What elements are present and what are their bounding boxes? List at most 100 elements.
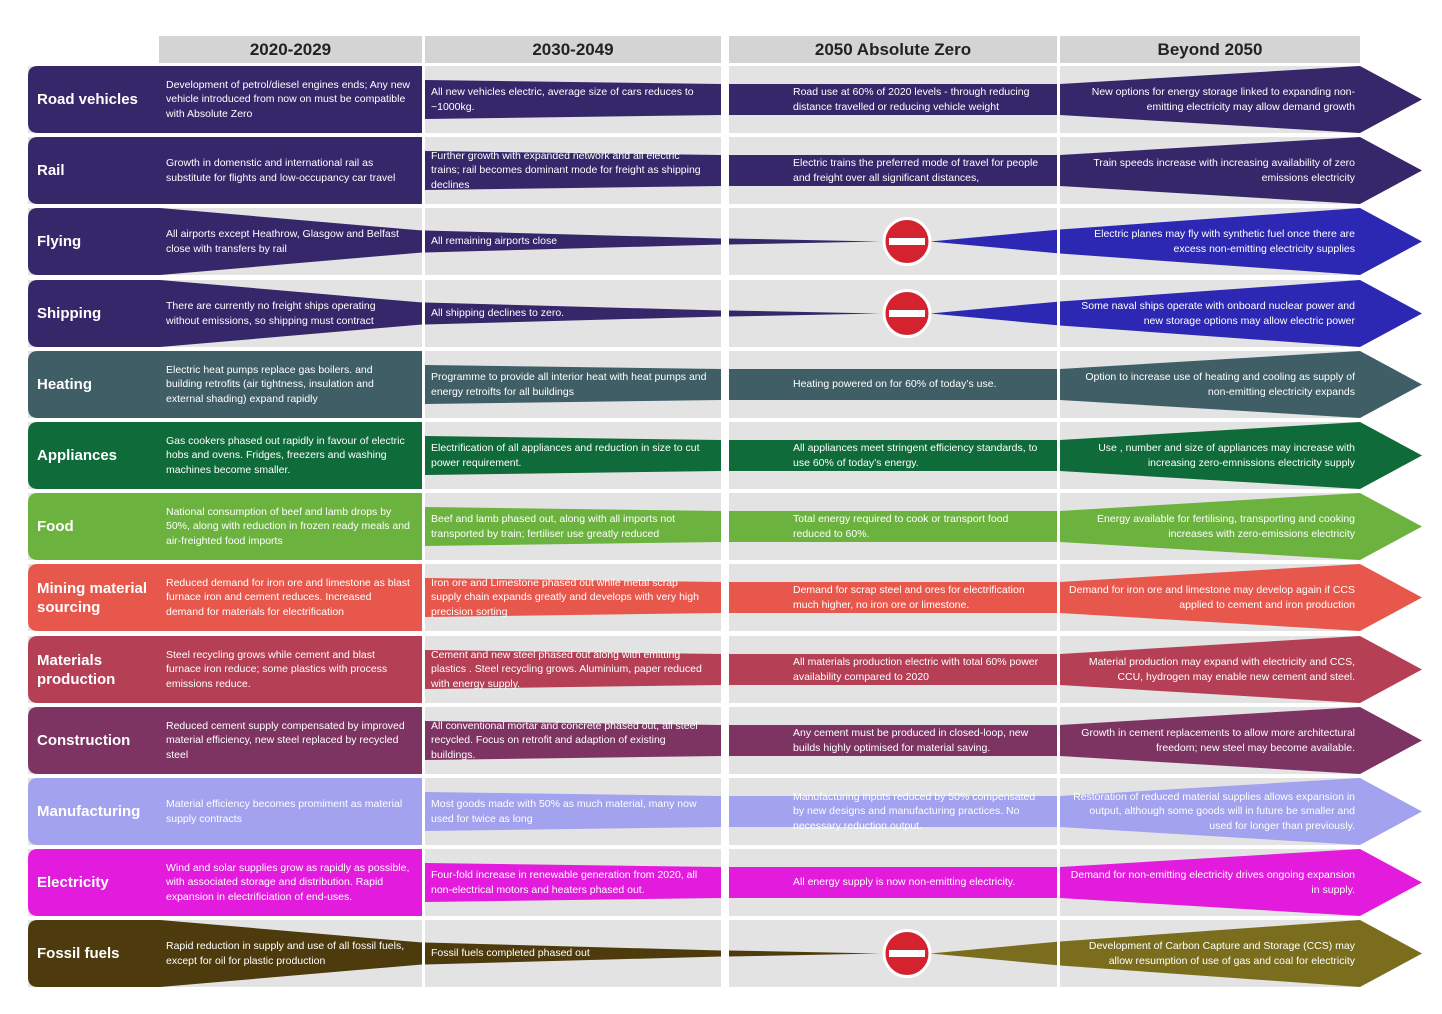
cell-beyond-2050: Use , number and size of appliances may … <box>1068 422 1355 489</box>
cell-2020-2029: Growth in domenstic and international ra… <box>166 137 411 204</box>
cell-text: National consumption of beef and lamb dr… <box>166 505 410 547</box>
cell-text: Demand for non-emitting electricity driv… <box>1070 869 1355 896</box>
row-bar-graphic <box>28 66 1422 133</box>
cell-text: Growth in domenstic and international ra… <box>166 157 396 184</box>
cell-text: Electric planes may fly with synthetic f… <box>1094 228 1355 255</box>
phase-2030-band <box>425 507 721 546</box>
phase-2050-band <box>729 511 1057 542</box>
cell-2050: Manufacturing inputs reduced by 50% comp… <box>793 778 1048 845</box>
row-bar-graphic <box>28 564 1422 631</box>
row-label: Rail <box>37 162 65 179</box>
cell-text: Rapid reduction in supply and use of all… <box>166 940 405 967</box>
cell-text: All materials production electric with t… <box>793 656 1039 683</box>
row-bar-graphic <box>28 422 1422 489</box>
row-label: Flying <box>37 233 82 250</box>
cell-text: Gas cookers phased out rapidly in favour… <box>166 434 405 476</box>
cell-text: Energy available for fertilising, transp… <box>1097 513 1355 540</box>
cell-text: Cement and new steel phased out along wi… <box>431 648 702 690</box>
cell-2050: Electric trains the preferred mode of tr… <box>793 137 1048 204</box>
cell-2050: All materials production electric with t… <box>793 636 1048 703</box>
phase-2030-band <box>425 792 721 831</box>
cell-2030-2049: Electrification of all appliances and re… <box>431 422 711 489</box>
cell-2050: Heating powered on for 60% of today’s us… <box>793 351 1048 418</box>
phase-beyond-arrow <box>1060 849 1422 916</box>
phase-beyond-expand <box>930 208 1422 275</box>
row-label-block-tapered <box>28 920 160 987</box>
cell-beyond-2050: New options for energy storage linked to… <box>1068 66 1355 133</box>
cell-text: All remaining airports close <box>431 235 558 248</box>
phase-2030-band <box>425 365 721 404</box>
row-label-block <box>28 137 422 204</box>
cell-text: Total energy required to cook or transpo… <box>793 513 1009 540</box>
row-label-block <box>28 493 422 560</box>
cell-text: All new vehicles electric, average size … <box>431 86 694 113</box>
cell-2030-2049: All new vehicles electric, average size … <box>431 66 711 133</box>
phase-2050-band <box>729 369 1057 400</box>
phase-2050-point <box>729 238 880 245</box>
cell-2030-2049: Four-fold increase in renewable generati… <box>431 849 711 916</box>
row-bar-graphic <box>28 493 1422 560</box>
cell-text: Programme to provide all interior heat w… <box>431 371 707 398</box>
row-bar-graphic <box>28 636 1422 703</box>
no-entry-icon <box>882 929 932 978</box>
phase-2030-band <box>425 721 721 760</box>
cell-text: Option to increase use of heating and co… <box>1085 371 1355 398</box>
cell-2050 <box>793 920 1048 987</box>
phase-beyond-arrow <box>1060 351 1422 418</box>
row-label: Mining material sourcing <box>37 579 148 616</box>
cell-2050: Demand for scrap steel and ores for elec… <box>793 564 1048 631</box>
cell-text: Material production may expand with elec… <box>1088 656 1355 683</box>
timeline-row: Manufacturing Material efficiency becomes… <box>0 778 1442 845</box>
cell-2020-2029: Gas cookers phased out rapidly in favour… <box>166 422 411 489</box>
cell-2030-2049: All shipping declines to zero. <box>431 280 711 347</box>
row-label: Manufacturing <box>37 803 141 820</box>
row-bar-graphic <box>28 920 1422 987</box>
cell-2050: Total energy required to cook or transpo… <box>793 493 1048 560</box>
row-label: Construction <box>37 732 131 749</box>
phase-2020-taper <box>160 208 422 275</box>
row-label-block-tapered <box>28 208 160 275</box>
cell-beyond-2050: Option to increase use of heating and co… <box>1068 351 1355 418</box>
cell-beyond-2050: Growth in cement replacements to allow m… <box>1068 707 1355 774</box>
timeline-row: Road vehicles Development of petrol/diese… <box>0 66 1442 133</box>
row-label-block <box>28 351 422 418</box>
cell-text: Road use at 60% of 2020 levels - through… <box>793 86 1030 113</box>
cell-2020-2029: Rapid reduction in supply and use of all… <box>166 920 411 987</box>
timeline-row: Electricity Wind and solar supplies grow … <box>0 849 1442 916</box>
cell-text: Four-fold increase in renewable generati… <box>431 869 698 896</box>
cell-text: Electric heat pumps replace gas boilers.… <box>166 363 374 405</box>
cell-text: Development of petrol/diesel engines end… <box>166 78 410 120</box>
no-entry-icon <box>882 217 932 266</box>
cell-2030-2049: Most goods made with 50% as much materia… <box>431 778 711 845</box>
cell-text: Most goods made with 50% as much materia… <box>431 798 697 825</box>
row-label-block <box>28 707 422 774</box>
cell-beyond-2050: Some naval ships operate with onboard nu… <box>1068 280 1355 347</box>
cell-2020-2029: Electric heat pumps replace gas boilers.… <box>166 351 411 418</box>
phase-2030-band <box>425 650 721 689</box>
cell-text: Wind and solar supplies grow as rapidly … <box>166 861 410 903</box>
cell-2030-2049: Iron ore and Limestone phased out while … <box>431 564 711 631</box>
row-bar-graphic <box>28 280 1422 347</box>
cell-2020-2029: Wind and solar supplies grow as rapidly … <box>166 849 411 916</box>
cell-beyond-2050: Restoration of reduced material supplies… <box>1068 778 1355 845</box>
phase-beyond-arrow <box>1060 137 1422 204</box>
cell-text: There are currently no freight ships ope… <box>166 300 376 327</box>
phase-beyond-arrow <box>1060 66 1422 133</box>
row-bar-graphic <box>28 849 1422 916</box>
timeline-row: Food National consumption of beef and lam… <box>0 493 1442 560</box>
cell-2020-2029: There are currently no freight ships ope… <box>166 280 411 347</box>
cell-2020-2029: Material efficiency becomes promiment as… <box>166 778 411 845</box>
cell-text: All appliances meet stringent efficiency… <box>793 442 1038 469</box>
cell-2030-2049: Programme to provide all interior heat w… <box>431 351 711 418</box>
timeline-row: Rail Growth in domenstic and internationa… <box>0 137 1442 204</box>
cell-text: New options for energy storage linked to… <box>1091 86 1355 113</box>
timeline-row: Heating Electric heat pumps replace gas b… <box>0 351 1442 418</box>
cell-text: Heating powered on for 60% of today’s us… <box>793 378 997 391</box>
timeline-row: Flying All airports except Heathrow, Glas… <box>0 208 1442 275</box>
cell-2020-2029: Steel recycling grows while cement and b… <box>166 636 411 703</box>
phase-2030-band <box>425 151 721 190</box>
cell-text: Fossil fuels completed phased out <box>431 947 590 960</box>
cell-text: Demand for iron ore and limestone may de… <box>1069 584 1355 611</box>
cell-text: All shipping declines to zero. <box>431 307 565 320</box>
phase-2020-taper <box>160 920 422 987</box>
